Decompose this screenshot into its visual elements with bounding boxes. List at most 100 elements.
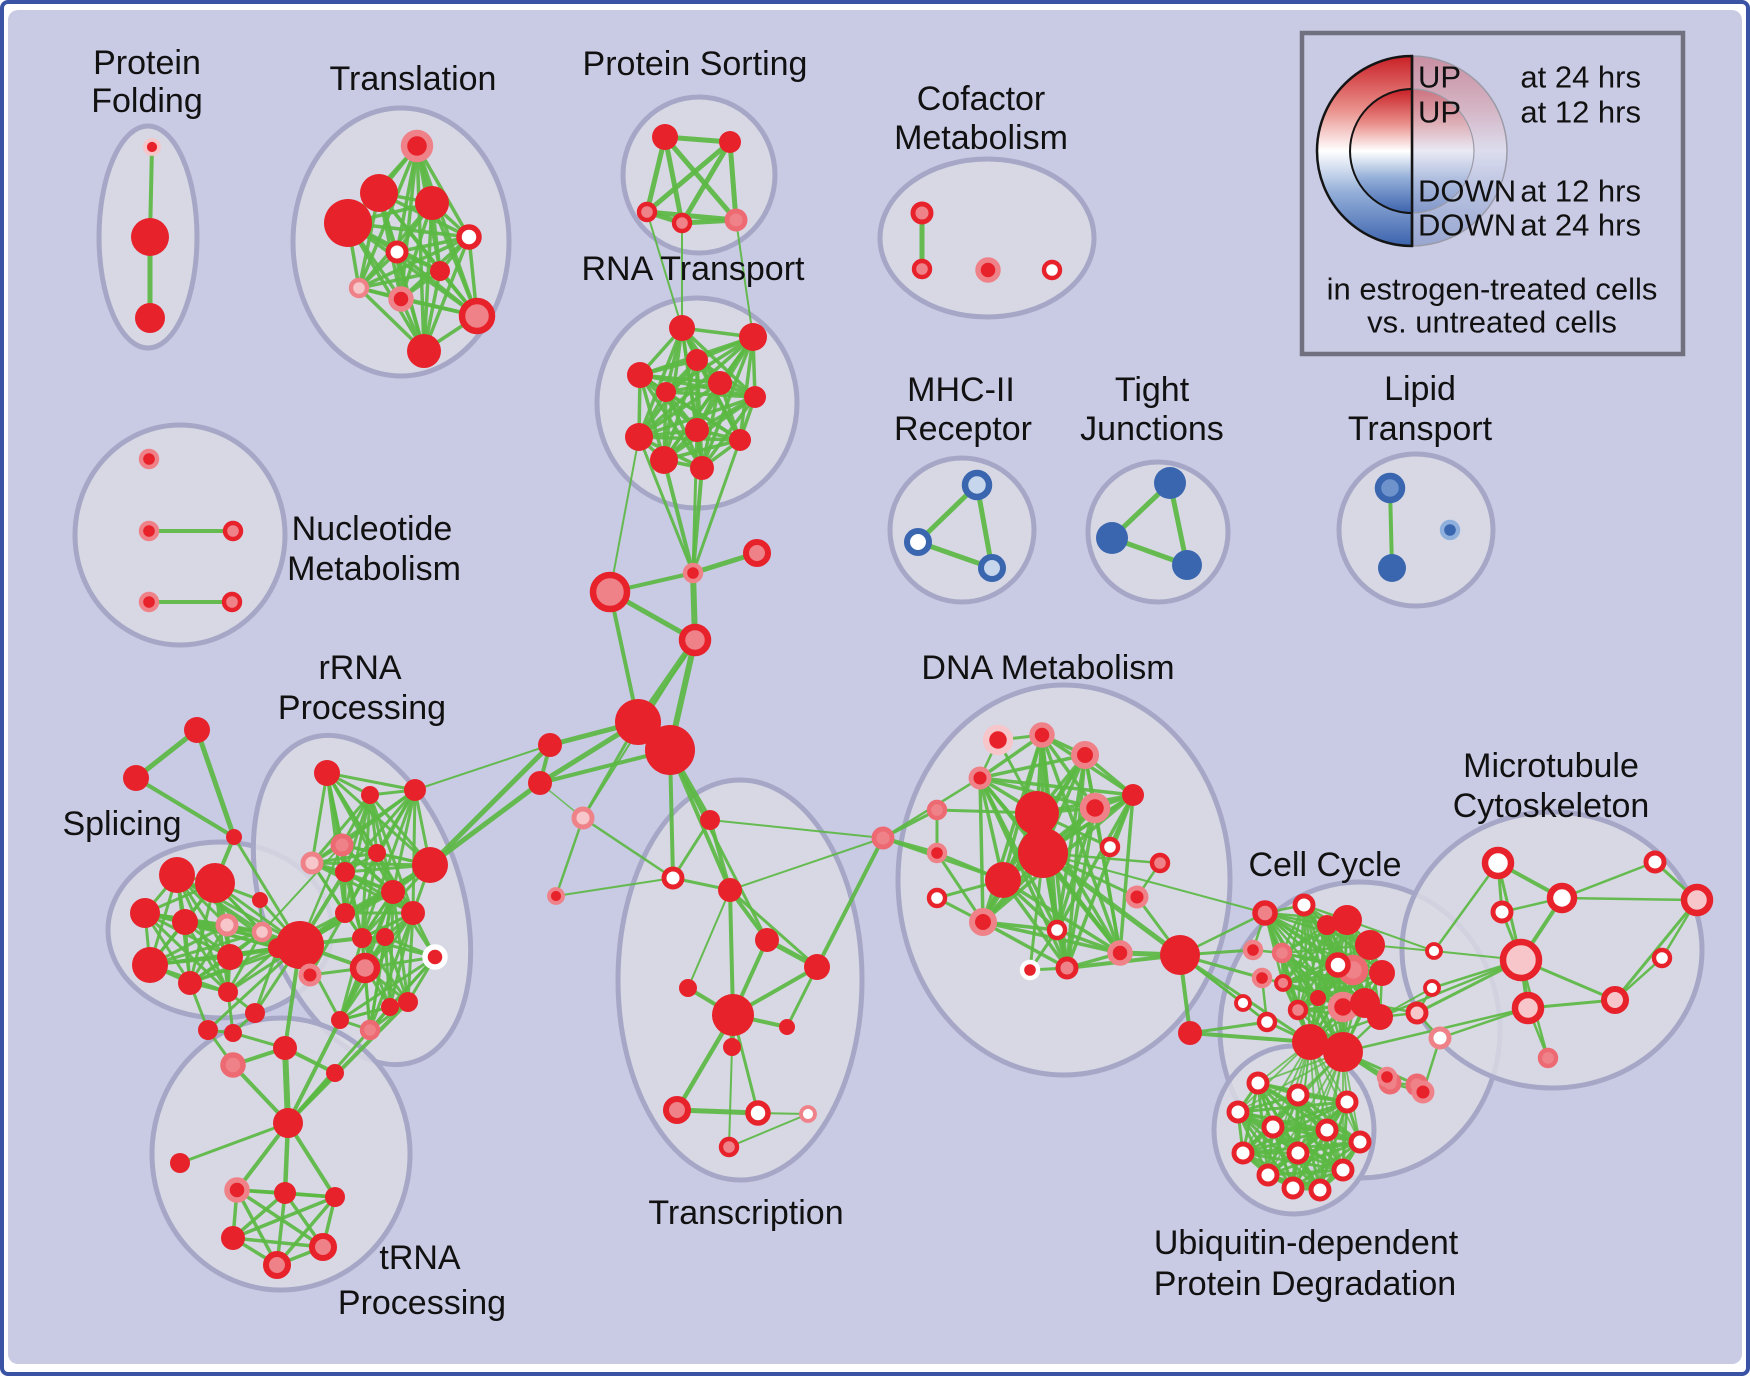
node-mt2 bbox=[1546, 882, 1578, 914]
edge bbox=[581, 816, 675, 880]
edge bbox=[1291, 1140, 1362, 1190]
legend-time-2: at 12 hrs bbox=[1520, 174, 1641, 209]
node-ch1 bbox=[682, 562, 704, 584]
edge bbox=[310, 793, 372, 865]
node-tr1 bbox=[712, 994, 754, 1036]
node-sc5 bbox=[215, 913, 239, 937]
node-tn7 bbox=[274, 1182, 296, 1204]
legend-circle-inner-right bbox=[1411, 88, 1475, 214]
node-tp5 bbox=[718, 878, 742, 902]
node-mt3 bbox=[1490, 900, 1514, 924]
node-d6 bbox=[1079, 792, 1111, 824]
node-d5 bbox=[1122, 784, 1144, 806]
edge bbox=[1266, 1100, 1349, 1177]
node-l2 bbox=[1378, 554, 1406, 582]
cluster-label-trna-processing: Processing bbox=[338, 1284, 506, 1322]
node-mt10 bbox=[1680, 883, 1714, 917]
node-u12 bbox=[1281, 1176, 1305, 1200]
nodes bbox=[123, 124, 1714, 1280]
legend-direction-0: UP bbox=[1418, 60, 1461, 95]
edge bbox=[727, 139, 739, 223]
node-d12 bbox=[1099, 836, 1121, 858]
cluster-label-tight-junctions: Tight bbox=[1115, 371, 1190, 409]
legend-direction-2: DOWN bbox=[1418, 174, 1516, 209]
cluster-label-rna-transport: RNA Transport bbox=[582, 250, 806, 288]
node-cc14 bbox=[1256, 1011, 1278, 1033]
node-sc4 bbox=[172, 909, 198, 935]
node-cc30 bbox=[1411, 1080, 1435, 1104]
cluster-label-splicing: Splicing bbox=[62, 805, 181, 843]
node-rl6 bbox=[331, 1011, 349, 1029]
node-m3 bbox=[977, 553, 1007, 583]
node-u6 bbox=[1315, 1118, 1339, 1142]
edge bbox=[978, 776, 1135, 797]
node-rn4 bbox=[686, 349, 708, 371]
node-tp1 bbox=[571, 806, 595, 830]
node-s5 bbox=[724, 208, 748, 232]
node-sc14 bbox=[224, 1024, 242, 1042]
edge bbox=[637, 395, 757, 439]
edge bbox=[1267, 1051, 1344, 1176]
node-t11 bbox=[407, 334, 441, 368]
node-l1 bbox=[1374, 472, 1406, 504]
node-cc21 bbox=[1323, 1032, 1363, 1072]
node-nm3 bbox=[222, 520, 244, 542]
cluster-ellipse-trna-processing bbox=[149, 1015, 413, 1293]
edge bbox=[388, 911, 415, 1009]
cluster-ellipse-transcription bbox=[615, 777, 865, 1183]
node-u7 bbox=[1231, 1141, 1255, 1165]
node-tr8 bbox=[718, 1136, 740, 1158]
edge bbox=[708, 818, 732, 892]
node-mt6 bbox=[1423, 979, 1441, 997]
edge bbox=[338, 936, 364, 1022]
node-mt12 bbox=[1537, 1047, 1559, 1069]
edge bbox=[178, 1121, 290, 1165]
node-u2 bbox=[1286, 1083, 1310, 1107]
node-sc2 bbox=[195, 863, 235, 903]
edge bbox=[357, 269, 442, 290]
node-u13 bbox=[1308, 1178, 1332, 1202]
node-d14 bbox=[926, 887, 948, 909]
node-t3 bbox=[360, 174, 398, 212]
edge bbox=[662, 458, 695, 575]
cluster-label-cell-cycle: Cell Cycle bbox=[1248, 846, 1401, 884]
node-tn2 bbox=[170, 1153, 190, 1173]
cluster-label-protein-folding: Protein bbox=[93, 44, 201, 82]
node-mt4 bbox=[1499, 938, 1543, 982]
node-tr2 bbox=[679, 979, 697, 997]
edge bbox=[735, 219, 754, 338]
node-tp6 bbox=[755, 928, 779, 952]
edge bbox=[1055, 793, 1135, 932]
legend-time-1: at 12 hrs bbox=[1520, 95, 1641, 130]
node-ru9 bbox=[381, 880, 405, 904]
edge bbox=[310, 771, 329, 865]
edge bbox=[1001, 878, 1122, 955]
cluster-label-ubiquitin-degradation: Protein Degradation bbox=[1154, 1265, 1456, 1303]
edge bbox=[391, 788, 417, 894]
edge bbox=[231, 1236, 325, 1249]
node-t1 bbox=[400, 129, 434, 163]
edge bbox=[1242, 1041, 1311, 1154]
node-sp2 bbox=[123, 765, 149, 791]
node-d7 bbox=[926, 799, 948, 821]
node-sp3 bbox=[226, 829, 242, 845]
edge bbox=[226, 946, 280, 994]
node-tn8 bbox=[325, 1187, 345, 1207]
edge bbox=[1378, 958, 1523, 1019]
edge bbox=[308, 911, 347, 977]
node-d17 bbox=[1125, 885, 1149, 909]
node-l3 bbox=[1439, 519, 1461, 541]
node-rl5 bbox=[381, 998, 399, 1016]
node-u4 bbox=[1226, 1100, 1250, 1124]
node-s2 bbox=[719, 131, 741, 153]
edge bbox=[388, 890, 395, 1009]
edge bbox=[411, 788, 417, 915]
node-d10 bbox=[1018, 828, 1068, 878]
edge bbox=[728, 1113, 809, 1148]
node-d20 bbox=[1107, 940, 1133, 966]
node-cc8 bbox=[1325, 952, 1351, 978]
edge bbox=[368, 890, 395, 1032]
node-tn11 bbox=[262, 1250, 292, 1280]
